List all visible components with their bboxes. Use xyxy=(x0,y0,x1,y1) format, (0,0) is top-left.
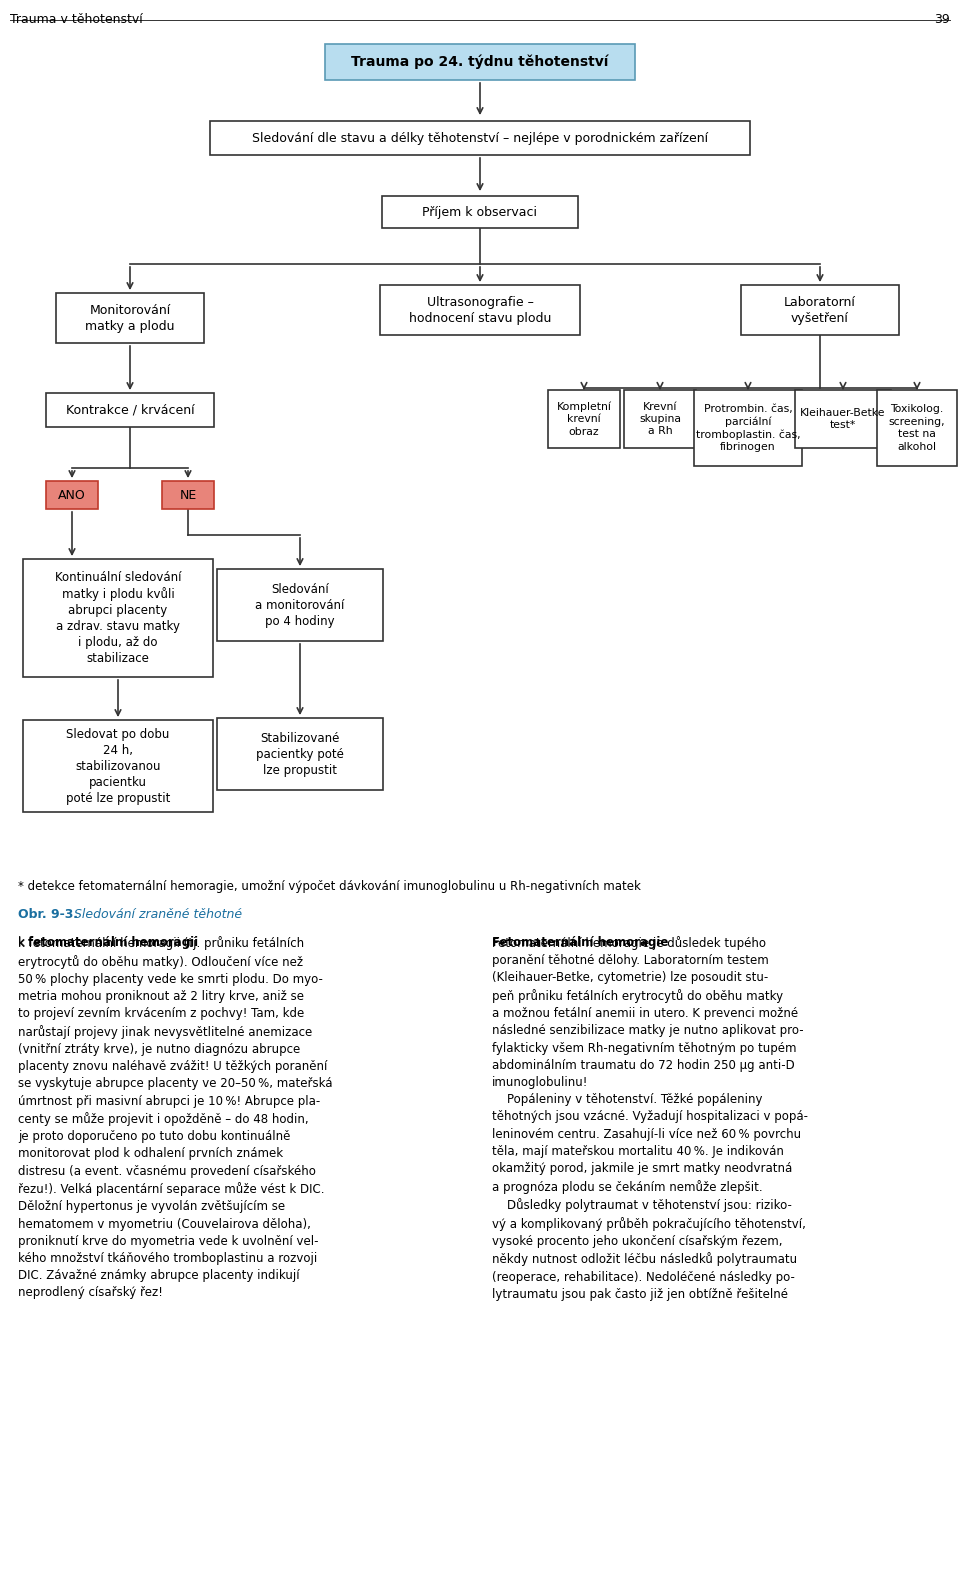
Text: Sledování dle stavu a délky těhotenství – nejlépe v porodnickém zařízení: Sledování dle stavu a délky těhotenství … xyxy=(252,131,708,145)
Text: Fetomaternální hemoragie je důsledek tupého
poranění těhotné dělohy. Laboratorní: Fetomaternální hemoragie je důsledek tup… xyxy=(492,936,808,1300)
FancyBboxPatch shape xyxy=(741,285,899,336)
Text: Kleihauer-Betke
test*: Kleihauer-Betke test* xyxy=(801,408,886,430)
FancyBboxPatch shape xyxy=(877,389,957,466)
FancyBboxPatch shape xyxy=(624,389,696,448)
Text: Fetomaternální hemoragie: Fetomaternální hemoragie xyxy=(492,936,668,949)
FancyBboxPatch shape xyxy=(795,389,891,448)
FancyBboxPatch shape xyxy=(217,569,383,641)
Text: Krevní
skupina
a Rh: Krevní skupina a Rh xyxy=(639,402,681,437)
Text: 39: 39 xyxy=(934,13,950,25)
Text: k fetomaternální hemoragii (tj. průniku fetálních
erytrocytů do oběhu matky). Od: k fetomaternální hemoragii (tj. průniku … xyxy=(18,936,332,1300)
Text: ANO: ANO xyxy=(59,489,85,501)
Text: Kontinuální sledování
matky i plodu kvůli
abrupci placenty
a zdrav. stavu matky
: Kontinuální sledování matky i plodu kvůl… xyxy=(55,571,181,665)
FancyBboxPatch shape xyxy=(217,719,383,790)
Text: Příjem k observaci: Příjem k observaci xyxy=(422,205,538,219)
Text: NE: NE xyxy=(180,489,197,501)
FancyBboxPatch shape xyxy=(162,481,214,509)
Text: Kompletní
krevní
obraz: Kompletní krevní obraz xyxy=(557,402,612,437)
FancyBboxPatch shape xyxy=(56,293,204,344)
FancyBboxPatch shape xyxy=(694,389,802,466)
Text: Monitorování
matky a plodu: Monitorování matky a plodu xyxy=(85,304,175,333)
FancyBboxPatch shape xyxy=(23,559,213,678)
Text: Protrombin. čas,
parciální
tromboplastin. čas,
fibrinogen: Protrombin. čas, parciální tromboplastin… xyxy=(696,403,801,452)
FancyBboxPatch shape xyxy=(382,195,578,229)
Text: Sledovat po dobu
24 h,
stabilizovanou
pacientku
poté lze propustit: Sledovat po dobu 24 h, stabilizovanou pa… xyxy=(66,728,170,804)
Text: Sledování
a monitorování
po 4 hodiny: Sledování a monitorování po 4 hodiny xyxy=(255,583,345,627)
Text: Toxikolog.
screening,
test na
alkohol: Toxikolog. screening, test na alkohol xyxy=(889,405,946,452)
Text: Obr. 9-3.: Obr. 9-3. xyxy=(18,908,78,920)
Text: k: k xyxy=(18,936,29,949)
FancyBboxPatch shape xyxy=(210,121,750,154)
Text: fetomaternální hemoragii: fetomaternální hemoragii xyxy=(28,936,198,949)
Text: * detekce fetomaternální hemoragie, umožní výpočet dávkování imunoglobulinu u Rh: * detekce fetomaternální hemoragie, umož… xyxy=(18,879,641,894)
Text: Sledování zraněné těhotné: Sledování zraněné těhotné xyxy=(70,908,242,920)
FancyBboxPatch shape xyxy=(23,720,213,812)
Text: Stabilizované
pacientky poté
lze propustit: Stabilizované pacientky poté lze propust… xyxy=(256,731,344,777)
Text: Kontrakce / krvácení: Kontrakce / krvácení xyxy=(65,403,194,416)
Text: Laboratorní
vyšetření: Laboratorní vyšetření xyxy=(784,296,856,325)
FancyBboxPatch shape xyxy=(548,389,620,448)
Text: Trauma po 24. týdnu těhotenství: Trauma po 24. týdnu těhotenství xyxy=(351,55,609,69)
Text: Ultrasonografie –
hodnocení stavu plodu: Ultrasonografie – hodnocení stavu plodu xyxy=(409,296,551,325)
FancyBboxPatch shape xyxy=(46,392,214,427)
FancyBboxPatch shape xyxy=(46,481,98,509)
Text: Trauma v těhotenství: Trauma v těhotenství xyxy=(10,13,143,25)
FancyBboxPatch shape xyxy=(380,285,580,336)
FancyBboxPatch shape xyxy=(325,44,635,80)
